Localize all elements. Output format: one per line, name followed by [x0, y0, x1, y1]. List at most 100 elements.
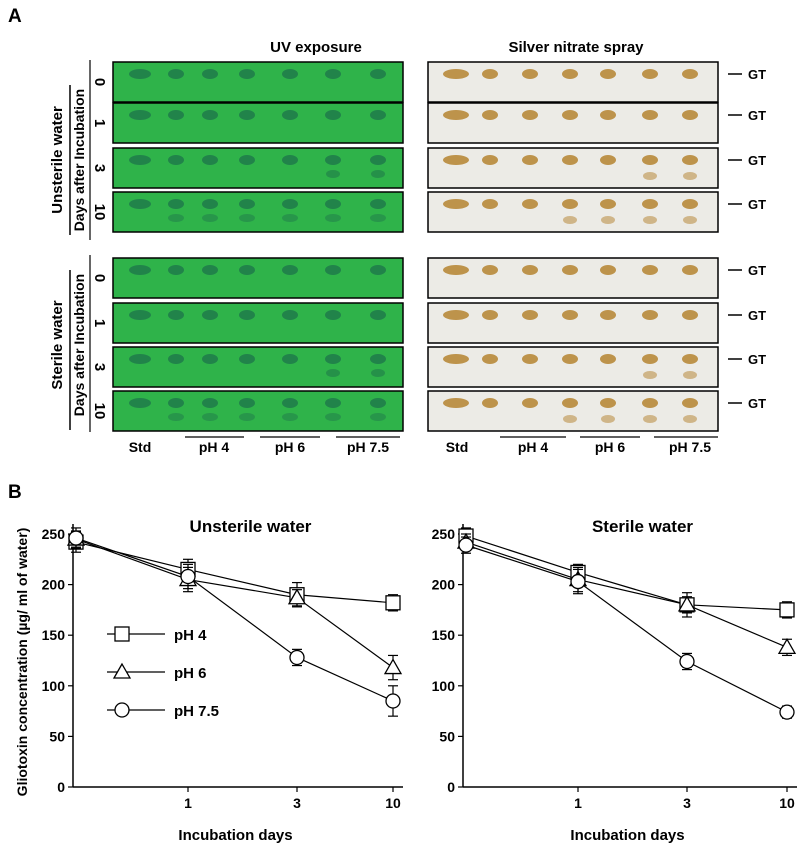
- uv-spot-degraded: [370, 214, 386, 222]
- data-point-triangle: [112, 662, 132, 679]
- uv-spot-degraded: [168, 413, 184, 421]
- uv-spot-degraded: [371, 170, 385, 178]
- uv-spot: [282, 69, 298, 79]
- uv-spot: [168, 110, 184, 120]
- lane-label-ph4-uv: pH 4: [199, 439, 230, 455]
- uv-spot: [129, 199, 151, 209]
- legend-label: pH 4: [174, 627, 207, 644]
- uv-spot-degraded: [326, 170, 340, 178]
- lane-label-ph75-uv: pH 7.5: [347, 439, 389, 455]
- uv-spot: [129, 354, 151, 364]
- group-sublabel-sterile: Days after Incubation: [71, 274, 87, 416]
- uv-spot-degraded: [282, 214, 298, 222]
- uv-spot: [202, 69, 218, 79]
- series-line: [75, 537, 394, 702]
- chart-unsterile: 0 50 100 150 200 250 1 3 10 Incubation days Unster…: [42, 517, 403, 844]
- legend-label: pH 7.5: [174, 703, 219, 720]
- uv-spot: [129, 69, 151, 79]
- data-point-triangle: [383, 658, 403, 675]
- x-axis-title: Incubation days: [570, 827, 684, 844]
- uv-spot: [239, 110, 255, 120]
- uv-spot: [239, 354, 255, 364]
- uv-spot: [129, 398, 151, 408]
- silver-spot: [443, 69, 469, 79]
- uv-plate: [112, 147, 404, 189]
- uv-spot: [202, 155, 218, 165]
- silver-spot: [642, 69, 658, 79]
- uv-spot-degraded: [371, 369, 385, 377]
- group-sublabel-unsterile: Days after Incubation: [71, 89, 87, 231]
- uv-spot: [168, 354, 184, 364]
- silver-spot: [682, 110, 698, 120]
- silver-plate: [427, 257, 719, 299]
- y-tick-label: 250: [432, 526, 456, 542]
- data-point-circle: [289, 649, 305, 666]
- y-tick-label: 250: [42, 526, 66, 542]
- uv-spot: [202, 354, 218, 364]
- data-point-square: [114, 626, 130, 642]
- silver-spot: [522, 155, 538, 165]
- silver-spot: [642, 110, 658, 120]
- silver-spot: [600, 110, 616, 120]
- silver-spot-degraded: [643, 172, 657, 180]
- data-point-square: [779, 602, 795, 618]
- data-point-triangle: [287, 588, 307, 605]
- chart-title: Unsterile water: [190, 517, 312, 536]
- silver-spot: [682, 354, 698, 364]
- uv-spot: [129, 310, 151, 320]
- silver-spot: [600, 310, 616, 320]
- series-line: [465, 544, 788, 713]
- silver-spot: [522, 265, 538, 275]
- data-point-circle: [68, 530, 84, 546]
- data-point-circle: [458, 537, 474, 553]
- silver-spot-degraded: [643, 216, 657, 224]
- uv-spot: [282, 155, 298, 165]
- silver-spot: [443, 310, 469, 320]
- uv-plate: [112, 257, 404, 299]
- data-point-square: [385, 595, 401, 611]
- day-label: 3: [91, 363, 108, 371]
- silver-spot: [443, 155, 469, 165]
- uv-plate: [112, 102, 404, 144]
- y-axis-title: Gliotoxin concentration (µg/ ml of water…: [14, 528, 30, 797]
- silver-spot: [482, 199, 498, 209]
- silver-spot-degraded: [601, 415, 615, 423]
- silver-spot: [642, 199, 658, 209]
- uv-spot: [202, 110, 218, 120]
- y-tick-label: 50: [439, 728, 455, 744]
- day-label: 0: [91, 274, 108, 282]
- series-line: [75, 538, 394, 669]
- silver-spot: [482, 398, 498, 408]
- uv-spot: [202, 265, 218, 275]
- silver-spot-degraded: [563, 216, 577, 224]
- uv-spot: [370, 155, 386, 165]
- silver-plate: [427, 147, 719, 189]
- silver-plate: [427, 346, 719, 388]
- uv-column-title: UV exposure: [270, 39, 362, 56]
- y-tick-label: 50: [49, 728, 65, 744]
- uv-spot: [370, 354, 386, 364]
- uv-spot: [168, 69, 184, 79]
- lane-label-ph6-uv: pH 6: [275, 439, 306, 455]
- silver-spot: [682, 265, 698, 275]
- legend-label: pH 6: [174, 665, 207, 682]
- uv-spot-degraded: [325, 214, 341, 222]
- uv-spot: [325, 155, 341, 165]
- silver-spot-degraded: [563, 415, 577, 423]
- uv-spot: [239, 398, 255, 408]
- uv-spot-degraded: [239, 413, 255, 421]
- silver-spot: [562, 110, 578, 120]
- day-label: 1: [91, 319, 108, 327]
- uv-spot: [168, 199, 184, 209]
- uv-spot: [282, 310, 298, 320]
- uv-spot: [325, 310, 341, 320]
- silver-column-title: Silver nitrate spray: [508, 39, 644, 56]
- series-line: [465, 541, 788, 648]
- uv-spot-degraded: [325, 413, 341, 421]
- uv-spot: [239, 155, 255, 165]
- x-tick-label: 3: [683, 795, 691, 811]
- uv-spot: [239, 69, 255, 79]
- silver-spot: [562, 199, 578, 209]
- silver-spot: [482, 354, 498, 364]
- silver-spot: [482, 69, 498, 79]
